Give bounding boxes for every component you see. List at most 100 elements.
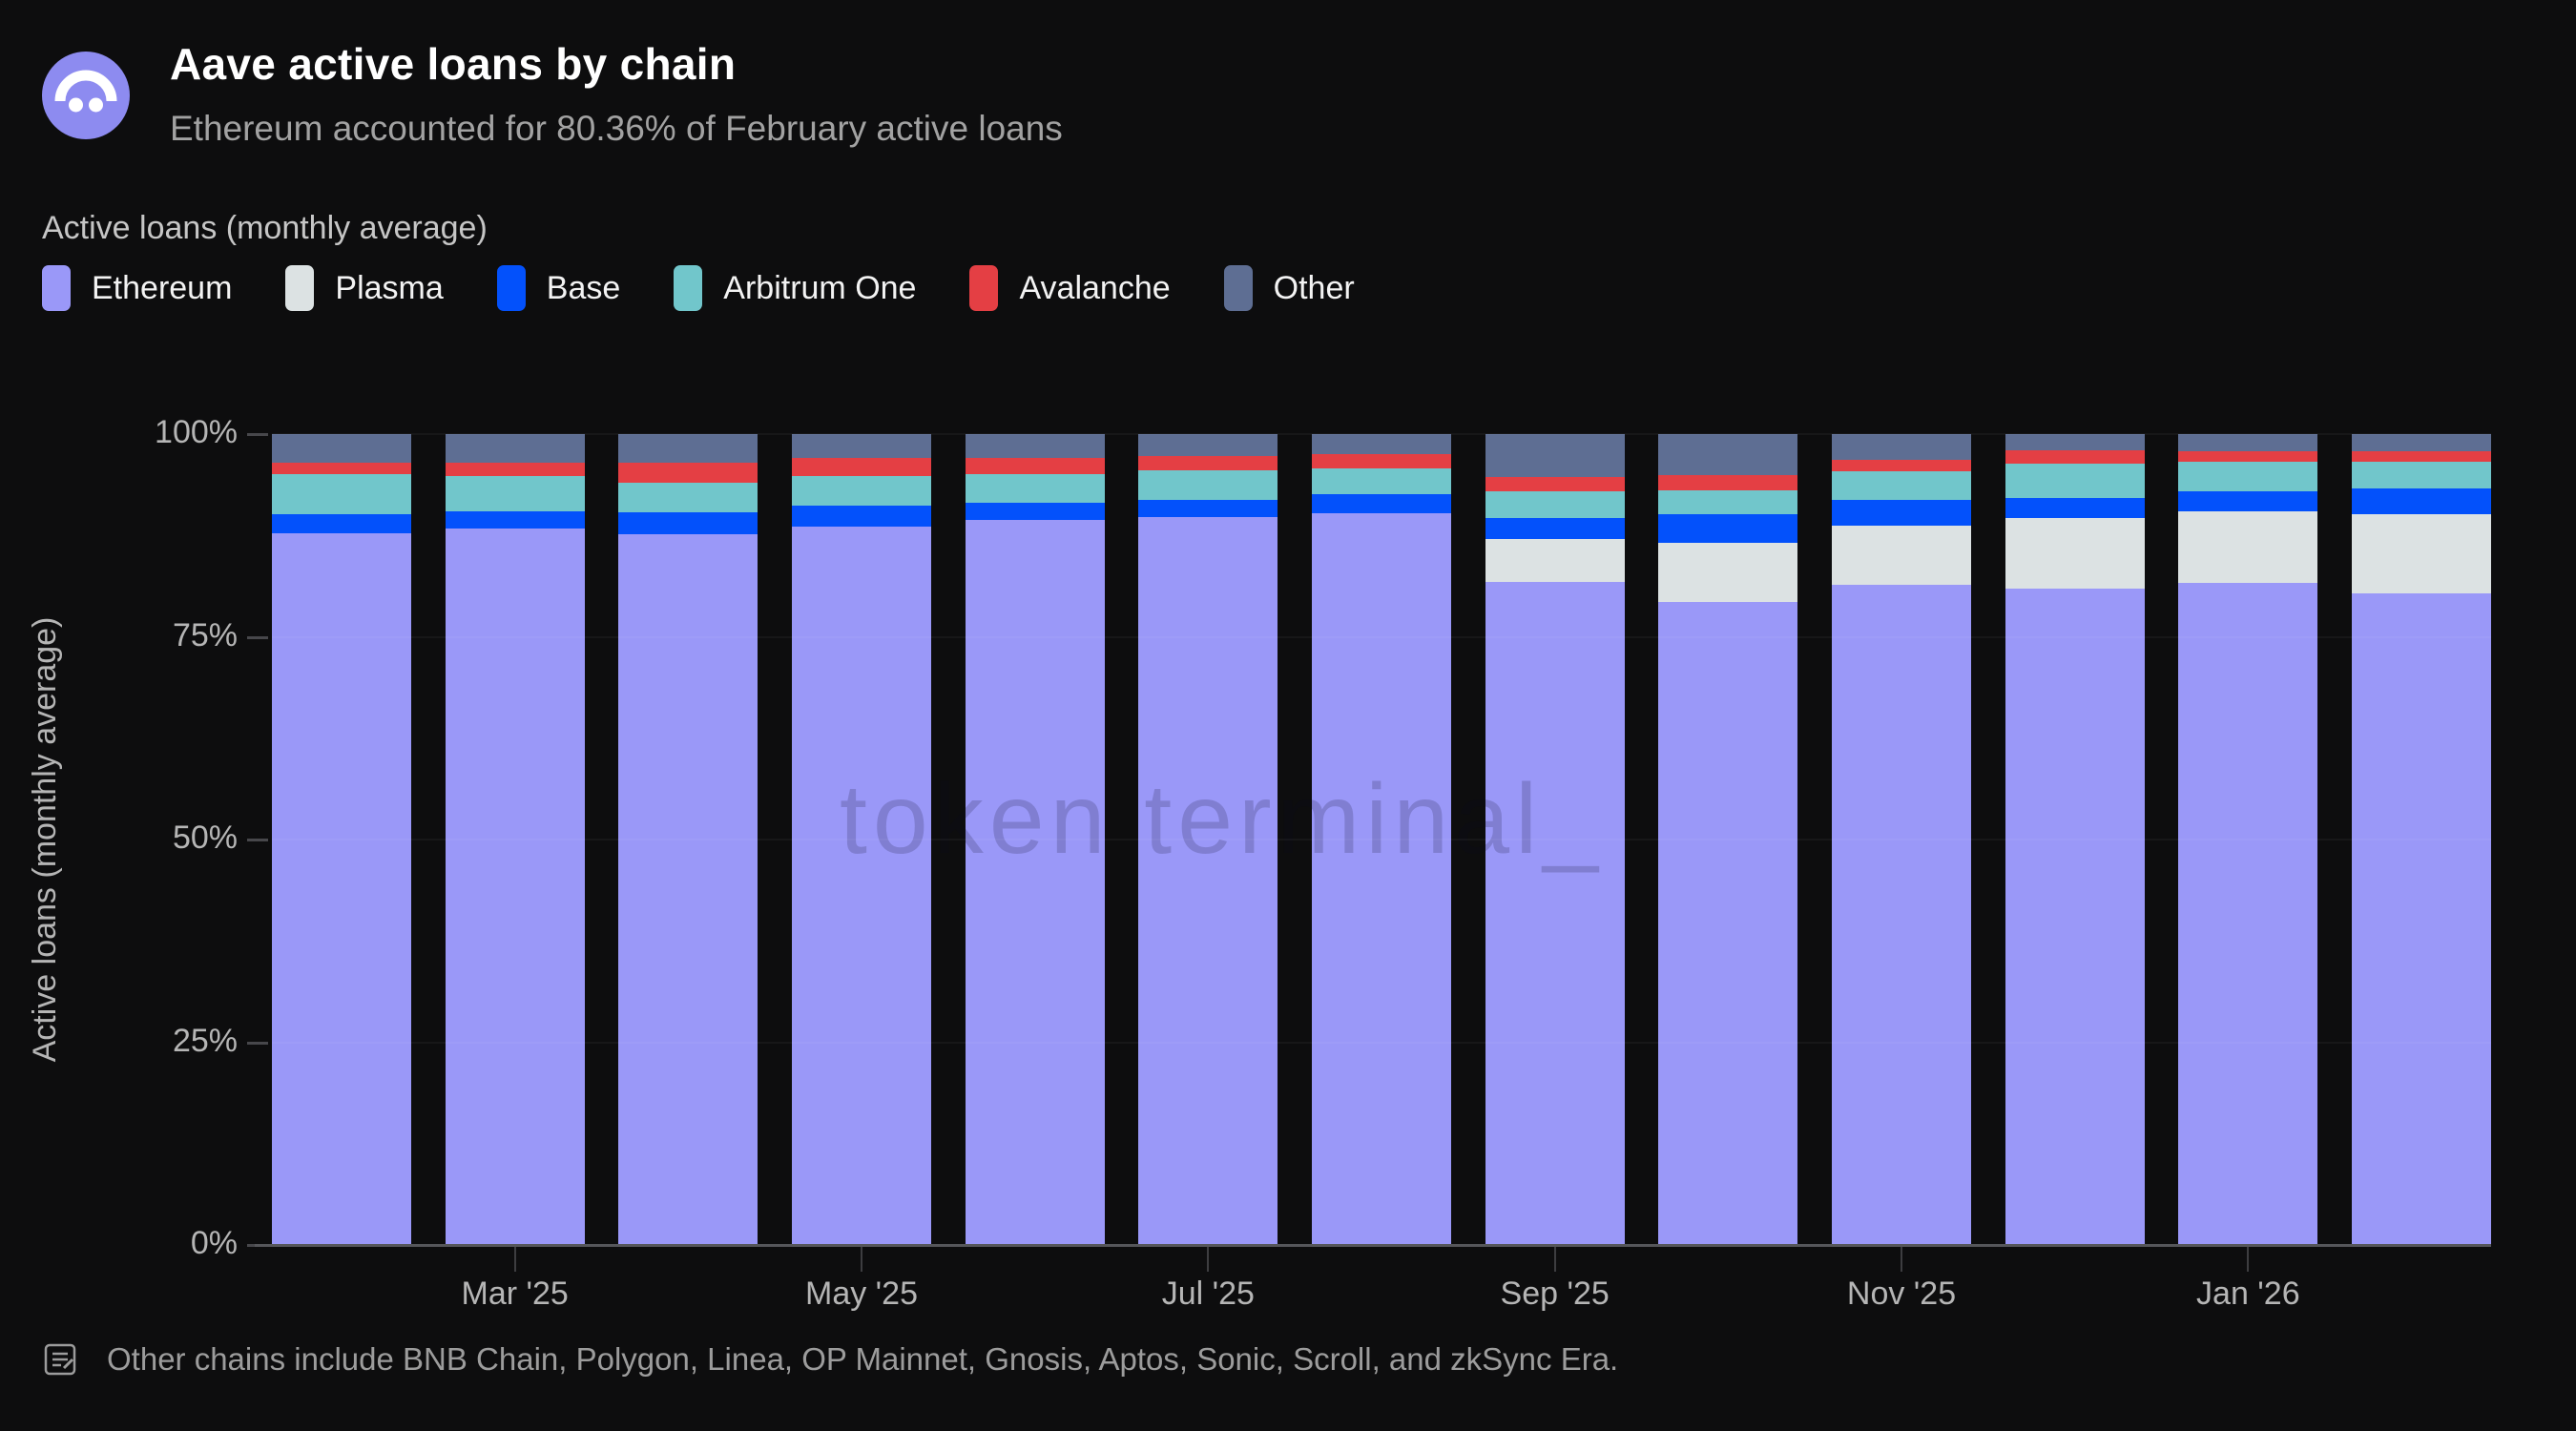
segment-ethereum[interactable] (1138, 516, 1278, 1245)
segment-other[interactable] (1138, 434, 1278, 456)
segment-ethereum[interactable] (618, 533, 758, 1245)
bar-feb26[interactable] (2352, 434, 2491, 1245)
segment-arbitrum-one[interactable] (1658, 489, 1798, 515)
y-tick-label-50: 50% (172, 819, 238, 856)
segment-avalanche[interactable] (1485, 477, 1625, 492)
segment-avalanche[interactable] (792, 457, 931, 477)
legend-item-arbitrum-one[interactable]: Arbitrum One (674, 265, 916, 311)
x-tick-label-jan26: Jan '26 (2196, 1275, 2300, 1312)
segment-avalanche[interactable] (1138, 455, 1278, 471)
segment-base[interactable] (1138, 499, 1278, 517)
legend-item-other[interactable]: Other (1223, 265, 1355, 311)
segment-base[interactable] (1485, 517, 1625, 539)
segment-avalanche[interactable] (1312, 454, 1451, 468)
segment-other[interactable] (272, 434, 411, 463)
segment-arbitrum-one[interactable] (2005, 464, 2145, 499)
token-terminal-logo-icon[interactable] (42, 52, 130, 139)
bar-may25[interactable] (792, 434, 931, 1245)
segment-arbitrum-one[interactable] (272, 473, 411, 515)
segment-base[interactable] (1832, 499, 1971, 527)
segment-base[interactable] (618, 512, 758, 534)
segment-base[interactable] (792, 505, 931, 527)
page-title: Aave active loans by chain (170, 39, 737, 89)
x-axis-tick (861, 1245, 862, 1272)
segment-plasma[interactable] (1658, 542, 1798, 602)
segment-other[interactable] (792, 434, 931, 458)
bar-jan26[interactable] (2178, 434, 2318, 1245)
segment-avalanche[interactable] (2178, 450, 2318, 462)
segment-base[interactable] (272, 514, 411, 533)
segment-avalanche[interactable] (2352, 450, 2491, 462)
segment-other[interactable] (1658, 434, 1798, 475)
segment-other[interactable] (965, 434, 1105, 458)
segment-base[interactable] (445, 510, 585, 529)
legend-item-ethereum[interactable]: Ethereum (42, 265, 232, 311)
bar-mar25[interactable] (445, 434, 585, 1245)
segment-other[interactable] (2178, 434, 2318, 451)
segment-other[interactable] (2352, 434, 2491, 451)
segment-ethereum[interactable] (2178, 583, 2318, 1245)
segment-base[interactable] (1658, 514, 1798, 543)
segment-avalanche[interactable] (2005, 450, 2145, 465)
segment-other[interactable] (445, 434, 585, 463)
segment-arbitrum-one[interactable] (618, 483, 758, 513)
segment-ethereum[interactable] (1312, 513, 1451, 1245)
segment-base[interactable] (2005, 498, 2145, 519)
segment-ethereum[interactable] (965, 520, 1105, 1245)
segment-arbitrum-one[interactable] (1312, 467, 1451, 494)
gridline-50 (272, 839, 2491, 840)
segment-plasma[interactable] (1485, 538, 1625, 582)
segment-ethereum[interactable] (1485, 581, 1625, 1245)
segment-ethereum[interactable] (272, 532, 411, 1245)
segment-base[interactable] (1312, 493, 1451, 514)
segment-ethereum[interactable] (2352, 592, 2491, 1245)
segment-ethereum[interactable] (1658, 601, 1798, 1245)
segment-avalanche[interactable] (272, 462, 411, 474)
legend-label: Ethereum (92, 269, 233, 306)
segment-avalanche[interactable] (965, 457, 1105, 474)
segment-arbitrum-one[interactable] (2178, 461, 2318, 492)
bar-nov25[interactable] (1832, 434, 1971, 1245)
segment-base[interactable] (2178, 491, 2318, 511)
legend-item-avalanche[interactable]: Avalanche (969, 265, 1171, 311)
segment-avalanche[interactable] (445, 462, 585, 477)
segment-other[interactable] (1832, 434, 1971, 461)
segment-arbitrum-one[interactable] (792, 476, 931, 506)
segment-arbitrum-one[interactable] (1832, 471, 1971, 500)
footer: Other chains include BNB Chain, Polygon,… (42, 1341, 1618, 1378)
segment-avalanche[interactable] (618, 462, 758, 484)
segment-arbitrum-one[interactable] (445, 476, 585, 511)
segment-plasma[interactable] (2352, 514, 2491, 593)
bar-dec25[interactable] (2005, 434, 2145, 1245)
segment-avalanche[interactable] (1658, 474, 1798, 490)
segment-plasma[interactable] (1832, 526, 1971, 586)
bar-feb25[interactable] (272, 434, 411, 1245)
bar-apr25[interactable] (618, 434, 758, 1245)
segment-plasma[interactable] (2178, 510, 2318, 584)
segment-arbitrum-one[interactable] (1485, 491, 1625, 518)
segment-plasma[interactable] (2005, 518, 2145, 589)
bar-oct25[interactable] (1658, 434, 1798, 1245)
segment-base[interactable] (965, 503, 1105, 521)
legend-item-base[interactable]: Base (496, 265, 620, 311)
segment-ethereum[interactable] (1832, 585, 1971, 1245)
page-subtitle: Ethereum accounted for 80.36% of Februar… (170, 109, 1063, 148)
segment-ethereum[interactable] (2005, 588, 2145, 1245)
bar-aug25[interactable] (1312, 434, 1451, 1245)
bar-jul25[interactable] (1138, 434, 1278, 1245)
segment-other[interactable] (1312, 434, 1451, 455)
segment-arbitrum-one[interactable] (965, 473, 1105, 504)
segment-arbitrum-one[interactable] (1138, 470, 1278, 500)
bar-sep25[interactable] (1485, 434, 1625, 1245)
segment-other[interactable] (1485, 434, 1625, 478)
legend-item-plasma[interactable]: Plasma (285, 265, 444, 311)
y-tick-label-75: 75% (172, 616, 238, 653)
segment-other[interactable] (618, 434, 758, 463)
segment-ethereum[interactable] (445, 528, 585, 1245)
bar-jun25[interactable] (965, 434, 1105, 1245)
segment-avalanche[interactable] (1832, 460, 1971, 472)
segment-ethereum[interactable] (792, 526, 931, 1245)
segment-base[interactable] (2352, 487, 2491, 515)
segment-other[interactable] (2005, 434, 2145, 451)
segment-arbitrum-one[interactable] (2352, 461, 2491, 488)
